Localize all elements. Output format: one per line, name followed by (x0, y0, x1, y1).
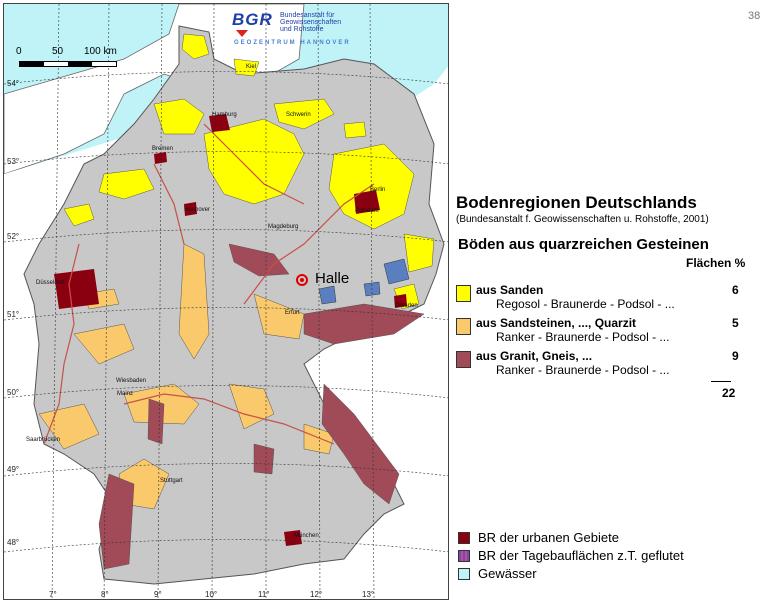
legend-percent-header: Flächen % (686, 256, 746, 270)
scale-label: 50 (52, 46, 64, 57)
city-label: Dresden (395, 303, 418, 309)
granite-regions (98, 243, 425, 570)
scale-label: 100 km (84, 46, 117, 57)
map-frame (3, 3, 449, 600)
city-label: Magdeburg (268, 224, 299, 230)
legend-swatch (456, 318, 471, 335)
legend-item-soils: Ranker - Braunerde - Podsol - ... (496, 330, 670, 344)
halle-marker-dot-icon (300, 278, 304, 282)
city-label: Bremen (152, 146, 174, 152)
city-label: Mainz (117, 391, 134, 397)
city-label: Erfurt (285, 310, 300, 316)
map-canvas (4, 4, 448, 599)
longitude-label: 9° (154, 590, 162, 599)
bottom-legend-water: Gewässer (458, 566, 768, 582)
city-label: Berlin (370, 187, 386, 193)
longitude-label: 13° (362, 590, 375, 599)
sand-regions (63, 33, 435, 310)
bottom-legend-urban: BR der urbanen Gebiete (458, 530, 768, 546)
legend-item-label: aus Sanden (476, 283, 544, 297)
legend-item-label: aus Granit, Gneis, ... (476, 349, 593, 363)
legend-swatch (458, 550, 470, 562)
legend-swatch (458, 532, 470, 544)
legend-source: (Bundesanstalt f. Geowissenschaften u. R… (456, 214, 709, 225)
longitude-label: 12° (310, 590, 323, 599)
legend-item-value: 6 (732, 283, 739, 297)
city-label: Stuttgart (160, 478, 183, 484)
halle-label: Halle (315, 270, 350, 287)
legend-swatch (458, 568, 470, 580)
latitude-label: 48° (7, 538, 20, 547)
legend-item-sand: aus Sanden 6 Regosol - Braunerde - Podso… (456, 283, 766, 317)
halle-marker-icon (296, 274, 308, 286)
bottom-legend-label: BR der Tagebauflächen z.T. geflutet (478, 548, 684, 563)
graticule (4, 4, 448, 599)
legend-item-value: 9 (732, 349, 739, 363)
legend-item-sandstone: aus Sandsteinen, ..., Quarzit 5 Ranker -… (456, 316, 766, 350)
latitude-label: 50° (7, 388, 20, 397)
legend-item-soils: Regosol - Braunerde - Podsol - ... (496, 297, 675, 311)
longitude-label: 10° (205, 590, 218, 599)
latitude-label: 52° (7, 232, 20, 241)
bgr-name-line: Bundesanstalt für (280, 12, 335, 19)
city-label: Saarbrücken (26, 437, 61, 443)
bgr-logo-name: Bundesanstalt für Geowissenschaften und … (280, 12, 360, 33)
bgr-name-line: und Rohstoffe (280, 26, 324, 33)
sum-line (711, 381, 731, 382)
legend-total: 22 (722, 386, 736, 400)
city-label: Wiesbaden (116, 378, 147, 384)
bottom-legend-label: BR der urbanen Gebiete (478, 530, 619, 545)
legend-subtitle: Böden aus quarzreichen Gesteinen (458, 236, 709, 253)
bottom-legend-label: Gewässer (478, 566, 537, 581)
urban-areas (54, 114, 407, 546)
legend-swatch (456, 285, 471, 302)
latitude-label: 53° (7, 157, 20, 166)
rivers (43, 123, 375, 445)
scale-bar: 0 50 100 km (14, 46, 124, 76)
city-label: Hamburg (212, 112, 237, 118)
legend-item-soils: Ranker - Braunerde - Podsol - ... (496, 363, 670, 377)
latitude-label: 54° (7, 79, 20, 88)
legend-swatch (456, 351, 471, 368)
slide-number: 38 (748, 10, 761, 22)
bgr-logo-mark: BGR (232, 10, 273, 29)
scale-bar-graphic (19, 61, 117, 67)
latitude-label: 51° (7, 310, 20, 319)
city-label: Schwerin (286, 112, 311, 118)
legend-item-granite: aus Granit, Gneis, ... 9 Ranker - Braune… (456, 349, 766, 383)
latitude-label: 49° (7, 465, 20, 474)
bgr-logo: BGR Bundesanstalt für Geowissenschaften … (232, 10, 362, 52)
bgr-logo-subline: GEOZENTRUM HANNOVER (234, 40, 351, 46)
legend-title: Bodenregionen Deutschlands (456, 193, 697, 212)
bgr-logo-triangle-icon (236, 30, 248, 37)
legend-item-value: 5 (732, 316, 739, 330)
legend-item-label: aus Sandsteinen, ..., Quarzit (476, 316, 637, 330)
longitude-label: 7° (49, 590, 57, 599)
scale-label: 0 (16, 46, 22, 57)
city-label: Potsdam (355, 208, 379, 214)
bgr-name-line: Geowissenschaften (280, 19, 342, 26)
city-label: Kiel (246, 64, 257, 70)
city-label: Düsseldorf (36, 280, 65, 286)
city-label: München (294, 533, 319, 539)
city-label: Hannover (184, 207, 211, 213)
bottom-legend-mining: BR der Tagebauflächen z.T. geflutet (458, 548, 768, 564)
longitude-label: 8° (101, 590, 109, 599)
longitude-label: 11° (258, 590, 270, 599)
